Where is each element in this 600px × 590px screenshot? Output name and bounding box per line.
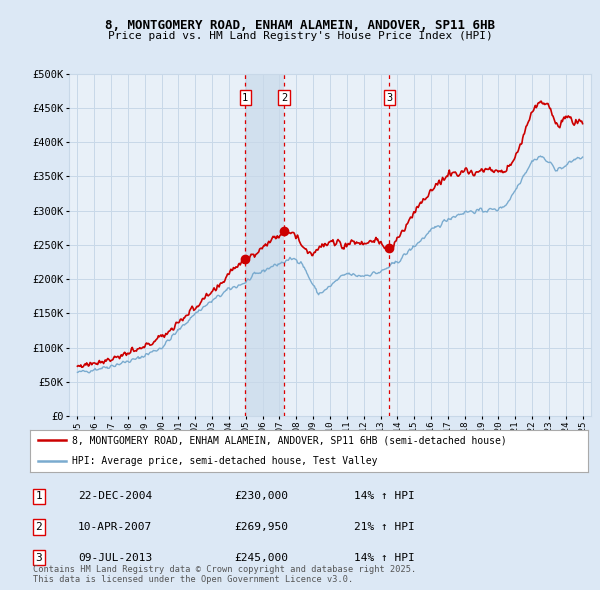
Text: £269,950: £269,950 — [234, 522, 288, 532]
Text: £230,000: £230,000 — [234, 491, 288, 502]
Text: 09-JUL-2013: 09-JUL-2013 — [78, 553, 152, 563]
Text: 10-APR-2007: 10-APR-2007 — [78, 522, 152, 532]
Text: 1: 1 — [35, 491, 43, 502]
Text: 3: 3 — [386, 93, 392, 103]
Text: HPI: Average price, semi-detached house, Test Valley: HPI: Average price, semi-detached house,… — [72, 457, 377, 466]
Text: 8, MONTGOMERY ROAD, ENHAM ALAMEIN, ANDOVER, SP11 6HB (semi-detached house): 8, MONTGOMERY ROAD, ENHAM ALAMEIN, ANDOV… — [72, 435, 506, 445]
Text: 1: 1 — [242, 93, 248, 103]
Text: 3: 3 — [35, 553, 43, 563]
Text: Contains HM Land Registry data © Crown copyright and database right 2025.
This d: Contains HM Land Registry data © Crown c… — [33, 565, 416, 584]
Text: 22-DEC-2004: 22-DEC-2004 — [78, 491, 152, 502]
Bar — [245, 74, 284, 416]
Text: 8, MONTGOMERY ROAD, ENHAM ALAMEIN, ANDOVER, SP11 6HB: 8, MONTGOMERY ROAD, ENHAM ALAMEIN, ANDOV… — [105, 19, 495, 32]
Text: 14% ↑ HPI: 14% ↑ HPI — [354, 553, 415, 563]
Text: 21% ↑ HPI: 21% ↑ HPI — [354, 522, 415, 532]
Text: 2: 2 — [35, 522, 43, 532]
Text: Price paid vs. HM Land Registry's House Price Index (HPI): Price paid vs. HM Land Registry's House … — [107, 31, 493, 41]
Text: £245,000: £245,000 — [234, 553, 288, 563]
Text: 2: 2 — [281, 93, 287, 103]
Text: 14% ↑ HPI: 14% ↑ HPI — [354, 491, 415, 502]
